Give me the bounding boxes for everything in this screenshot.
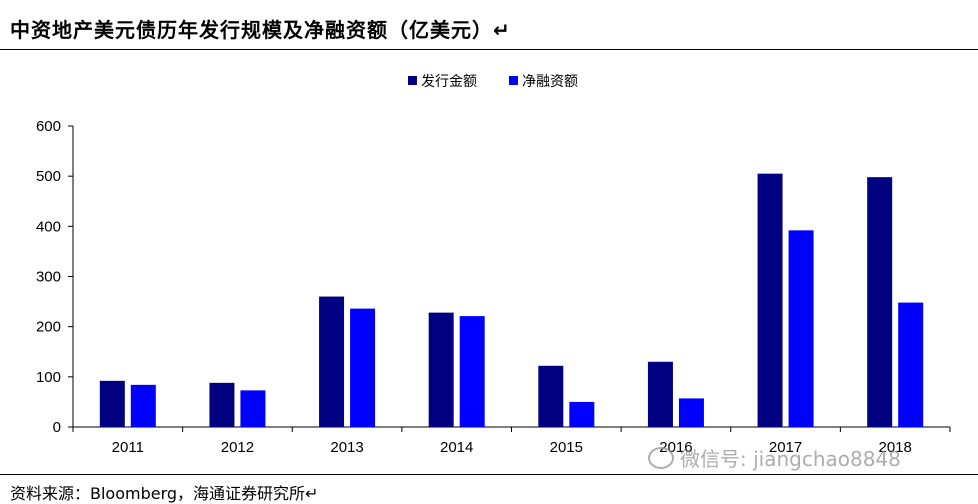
wechat-watermark: 微信号: jiangchao8848 bbox=[648, 443, 901, 472]
y-tick-label: 200 bbox=[36, 319, 61, 336]
bar-net-financing bbox=[898, 302, 924, 427]
legend: 发行金额 净融资额 bbox=[408, 74, 578, 90]
bar-net-financing bbox=[788, 230, 814, 427]
x-tick-label: 2014 bbox=[440, 439, 473, 456]
y-tick-label: 100 bbox=[36, 369, 61, 386]
bar-issuance bbox=[867, 177, 893, 427]
footer-divider bbox=[0, 474, 978, 475]
bar-net-financing bbox=[240, 390, 266, 427]
bar-net-financing bbox=[459, 316, 485, 427]
y-axis: 0 100 200 300 400 500 600 bbox=[36, 118, 74, 436]
x-tick-label: 2015 bbox=[550, 439, 583, 456]
bars bbox=[99, 173, 924, 427]
bar-issuance bbox=[209, 382, 235, 427]
bar-issuance bbox=[647, 361, 673, 427]
legend-label-issuance: 发行金额 bbox=[421, 74, 477, 90]
legend-swatch-net-financing bbox=[509, 76, 518, 85]
chart-title: 中资地产美元债历年发行规模及净融资额（亿美元）↵ bbox=[10, 18, 511, 42]
title-divider bbox=[0, 49, 978, 50]
y-tick-label: 300 bbox=[36, 269, 61, 286]
bar-net-financing bbox=[130, 384, 156, 427]
x-tick-label: 2017 bbox=[769, 439, 802, 456]
y-tick-label: 400 bbox=[36, 218, 61, 235]
x-tick-label: 2013 bbox=[330, 439, 363, 456]
wechat-icon bbox=[648, 446, 674, 469]
bar-issuance bbox=[319, 296, 345, 427]
watermark-text: 微信号: jiangchao8848 bbox=[680, 447, 901, 471]
legend-label-net-financing: 净融资额 bbox=[522, 74, 578, 90]
y-tick-label: 600 bbox=[36, 118, 61, 135]
bar-issuance bbox=[428, 312, 454, 427]
legend-swatch-issuance bbox=[408, 76, 417, 85]
source-note: 资料来源：Bloomberg，海通证券研究所↵ bbox=[10, 484, 319, 503]
bar-issuance bbox=[99, 380, 125, 427]
bar-issuance bbox=[757, 173, 783, 427]
bar-net-financing bbox=[569, 401, 595, 427]
x-tick-label: 2012 bbox=[221, 439, 254, 456]
bar-net-financing bbox=[678, 398, 704, 427]
bar-chart: 发行金额 净融资额 0 100 200 300 400 500 600 2011 2012 201… bbox=[36, 74, 951, 456]
x-tick-label: 2011 bbox=[112, 439, 144, 456]
y-tick-label: 500 bbox=[36, 168, 61, 185]
x-tick-label: 2018 bbox=[879, 439, 912, 456]
bar-issuance bbox=[538, 365, 564, 427]
bar-net-financing bbox=[350, 308, 376, 427]
y-tick-label: 0 bbox=[53, 419, 61, 436]
